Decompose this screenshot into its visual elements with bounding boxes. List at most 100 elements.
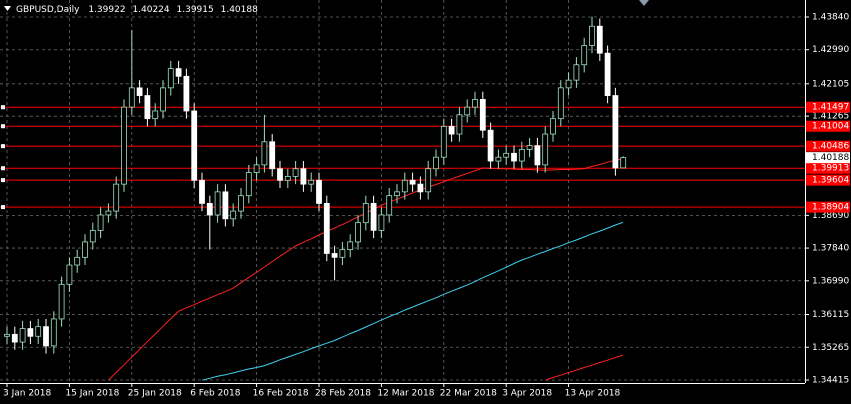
candle-body	[331, 253, 338, 258]
level-label-box	[806, 201, 850, 213]
candle-body	[160, 87, 166, 112]
candle-body	[417, 183, 424, 193]
level-handle	[1, 124, 5, 129]
candle-body	[113, 183, 120, 212]
candle-body	[495, 156, 502, 162]
header-low: 1.39915	[177, 5, 214, 15]
candle-body	[620, 157, 627, 169]
candle-body	[43, 326, 49, 347]
header-open: 1.39922	[88, 5, 125, 15]
header-high: 1.40224	[132, 5, 169, 15]
candle-body	[472, 99, 478, 108]
candle-body	[316, 179, 322, 204]
y-tick-label: 1.37840	[812, 244, 849, 254]
level-label: 1.41004	[812, 122, 849, 132]
candle-body	[214, 191, 221, 216]
candle-body	[550, 118, 556, 135]
candle-body	[347, 241, 354, 251]
price-label: 1.40188	[812, 153, 849, 163]
candle-body	[323, 203, 330, 254]
x-tick-label: 3 Apr 2018	[502, 389, 552, 399]
candle-body	[222, 191, 229, 220]
candle-body	[128, 87, 135, 108]
candle-body	[284, 176, 291, 181]
level-label: 1.38904	[812, 203, 849, 213]
candle-body	[503, 152, 510, 158]
candle-body	[511, 152, 517, 162]
price-label-box	[806, 152, 850, 164]
candle-body	[386, 195, 393, 216]
candle-body	[612, 95, 619, 169]
candle-body	[4, 333, 10, 337]
candle-body	[339, 249, 346, 258]
candle-body	[464, 106, 471, 116]
candle-body	[542, 133, 549, 166]
candle-body	[152, 110, 159, 120]
candle-body	[300, 168, 307, 185]
candle-body	[604, 52, 611, 96]
candle-body	[456, 114, 463, 135]
candle-body	[277, 168, 283, 181]
candle-body	[175, 68, 182, 77]
level-label: 1.39913	[812, 164, 849, 174]
candle-body	[518, 149, 525, 162]
y-tick-label: 1.35265	[812, 343, 849, 353]
level-handle	[1, 166, 5, 171]
candle-body	[355, 222, 361, 243]
level-label-box	[806, 174, 850, 186]
candle-body	[479, 99, 486, 131]
candle-body	[440, 125, 447, 158]
candle-body	[144, 95, 151, 120]
candle-body	[50, 318, 57, 347]
candle-body	[589, 25, 595, 46]
candle-body	[238, 195, 244, 212]
x-tick-label: 25 Jan 2018	[128, 389, 182, 399]
shift-marker	[639, 0, 649, 6]
y-tick-label: 1.36115	[812, 310, 849, 320]
y-tick-label: 1.34415	[812, 375, 849, 385]
y-tick-label: 1.38690	[812, 211, 849, 221]
level-label-box	[806, 101, 850, 113]
candle-body	[596, 25, 603, 54]
y-tick-label: 1.41265	[812, 112, 849, 122]
candle-body	[82, 241, 88, 258]
x-tick-label: 3 Jan 2018	[3, 389, 51, 399]
candle-body	[362, 203, 369, 224]
candle-body	[230, 210, 237, 220]
candle-body	[308, 179, 315, 185]
candle-body	[401, 179, 408, 193]
axis-labels: 1.43840 1.42990 1.42105 1.41265 1.38690 1.378…	[3, 12, 850, 399]
candle-body	[58, 283, 65, 320]
candle-body	[19, 328, 26, 343]
level-handle	[1, 178, 5, 183]
y-tick-label: 1.42990	[812, 45, 849, 55]
candle-body	[35, 326, 42, 337]
x-tick-label: 15 Jan 2018	[65, 389, 119, 399]
candle-body	[487, 129, 494, 162]
candle-body	[370, 203, 377, 231]
grid	[0, 0, 805, 383]
level-label-box	[806, 120, 850, 132]
candle-body	[448, 125, 455, 135]
candle-body	[557, 87, 564, 120]
y-tick-label: 1.42105	[812, 79, 849, 89]
level-handle	[1, 205, 5, 210]
candle-body	[121, 106, 127, 185]
candle-body	[425, 168, 432, 193]
candle-body	[136, 87, 143, 96]
level-label: 1.40486	[812, 142, 849, 152]
menu-icon	[4, 6, 11, 11]
x-tick-label: 16 Feb 2018	[253, 389, 309, 399]
level-label: 1.39604	[812, 176, 849, 186]
candle-body	[74, 256, 81, 266]
x-tick-label: 12 Mar 2018	[377, 389, 434, 399]
candle-body	[269, 141, 276, 170]
candle-body	[534, 145, 541, 166]
candle-body	[66, 264, 73, 285]
candle-body	[183, 75, 190, 112]
level-label: 1.41497	[812, 103, 849, 113]
candle-body	[206, 203, 213, 216]
candle-body	[167, 68, 174, 89]
